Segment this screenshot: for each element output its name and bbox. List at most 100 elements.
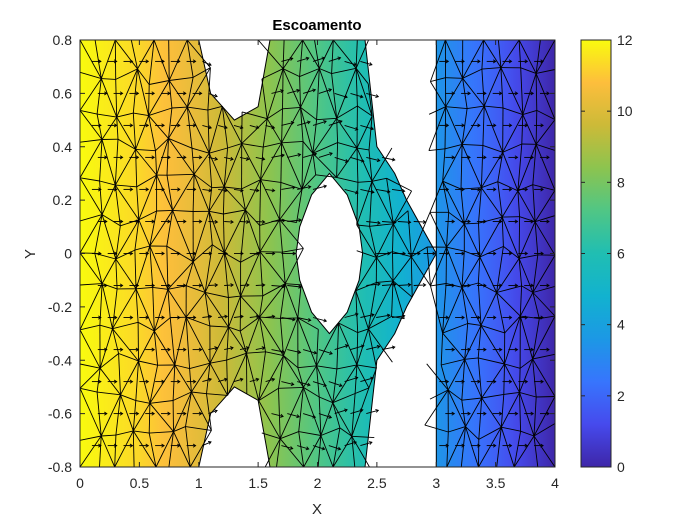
mesh-edge: [371, 181, 394, 225]
mesh-edge: [278, 355, 284, 389]
y-tick-label: -0.6: [48, 406, 72, 422]
mesh-edge: [186, 285, 206, 293]
mesh-edge: [283, 355, 299, 369]
mesh-edge: [319, 396, 333, 404]
mesh-edge: [465, 426, 479, 467]
mesh-edge: [535, 110, 538, 145]
velocity-arrow: [382, 221, 396, 224]
velocity-arrow: [239, 284, 249, 286]
arrow-head: [401, 188, 406, 193]
mesh-edge: [446, 246, 465, 252]
mesh-edge: [518, 40, 537, 74]
arrow-head: [461, 251, 465, 256]
mesh-edge: [312, 142, 338, 154]
mesh-edge: [133, 430, 150, 434]
velocity-arrow: [376, 314, 390, 318]
velocity-arrow: [413, 284, 426, 286]
mesh-edge: [331, 73, 338, 119]
mesh-edge: [148, 403, 151, 434]
arrow-head: [321, 446, 326, 451]
mesh-edge: [460, 189, 465, 224]
arrow-head: [214, 219, 219, 224]
arrow-head: [289, 446, 294, 450]
mesh-edge: [481, 181, 498, 189]
mesh-edge: [299, 76, 301, 108]
mesh-edge: [208, 211, 213, 245]
arrow-head: [208, 251, 213, 256]
mesh-edge: [532, 358, 537, 398]
mesh-edge: [279, 219, 283, 253]
arrow-head: [451, 411, 456, 416]
mesh-edge: [320, 402, 334, 436]
arrow-head: [359, 94, 364, 99]
mesh-edge: [532, 358, 555, 397]
mesh-edge: [281, 252, 286, 284]
mesh-edge: [368, 328, 393, 363]
velocity-arrow: [202, 60, 212, 66]
mesh-edge: [191, 391, 207, 395]
mesh-edge: [355, 40, 358, 69]
mesh-edge: [318, 40, 334, 69]
velocity-arrow: [360, 124, 374, 130]
arrow-head: [402, 251, 406, 256]
mesh-edge: [281, 142, 303, 190]
mesh-edge: [153, 330, 176, 366]
mesh-edge: [316, 68, 320, 120]
mesh-edge: [282, 247, 304, 253]
velocity-arrow: [271, 349, 285, 353]
arrow-head: [145, 443, 150, 448]
arrow-head: [167, 283, 171, 288]
mesh-edge: [483, 105, 504, 153]
mesh-edge: [167, 285, 187, 290]
mesh-edge: [224, 252, 241, 263]
arrow-head: [271, 188, 276, 193]
mesh-edge: [227, 353, 247, 396]
arrow-head: [329, 351, 333, 355]
mesh-edge: [132, 400, 137, 431]
arrow-head: [377, 282, 381, 287]
mesh-edge: [132, 68, 138, 114]
mesh-edge: [115, 184, 137, 188]
arrow-head: [135, 411, 140, 416]
mesh-edge: [260, 179, 281, 220]
mesh-edge: [461, 251, 465, 288]
arrow-head: [461, 443, 465, 448]
mesh-edge: [464, 359, 483, 399]
velocity-arrow: [360, 377, 374, 383]
arrow-head: [224, 251, 229, 256]
mesh-edge: [262, 118, 268, 148]
arrow-head: [280, 413, 284, 418]
mesh-edge: [204, 292, 211, 327]
arrow-head: [370, 126, 375, 131]
mesh-edge: [259, 283, 286, 318]
arrow-head: [344, 408, 348, 413]
mesh-edge: [80, 110, 103, 140]
velocity-arrow: [202, 315, 212, 318]
mesh-edge: [100, 435, 116, 467]
mesh-edge: [464, 323, 469, 360]
mesh-edge: [281, 107, 301, 144]
mesh-edge: [448, 426, 466, 433]
arrow-head: [271, 251, 276, 256]
mesh-edge: [138, 219, 151, 247]
mesh-edge: [355, 40, 370, 69]
mesh-edge: [533, 423, 555, 437]
arrow-head: [477, 379, 481, 384]
mesh-edge: [331, 67, 357, 75]
arrow-head: [182, 219, 187, 224]
mesh-edge: [166, 246, 169, 290]
mesh-edge: [282, 40, 303, 69]
arrow-head: [492, 443, 497, 448]
mesh-edge: [519, 315, 534, 360]
mesh-edge: [118, 353, 121, 395]
mesh-edge: [481, 152, 504, 188]
mesh-edge: [532, 144, 537, 185]
arrow-head: [151, 91, 156, 96]
mesh-edge: [480, 324, 505, 334]
arrow-head: [98, 379, 102, 384]
mesh-edge: [478, 397, 483, 440]
arrow-head: [98, 123, 102, 128]
mesh-edge: [356, 147, 373, 182]
velocity-arrow: [218, 315, 228, 318]
x-tick-label: 2: [314, 475, 322, 491]
